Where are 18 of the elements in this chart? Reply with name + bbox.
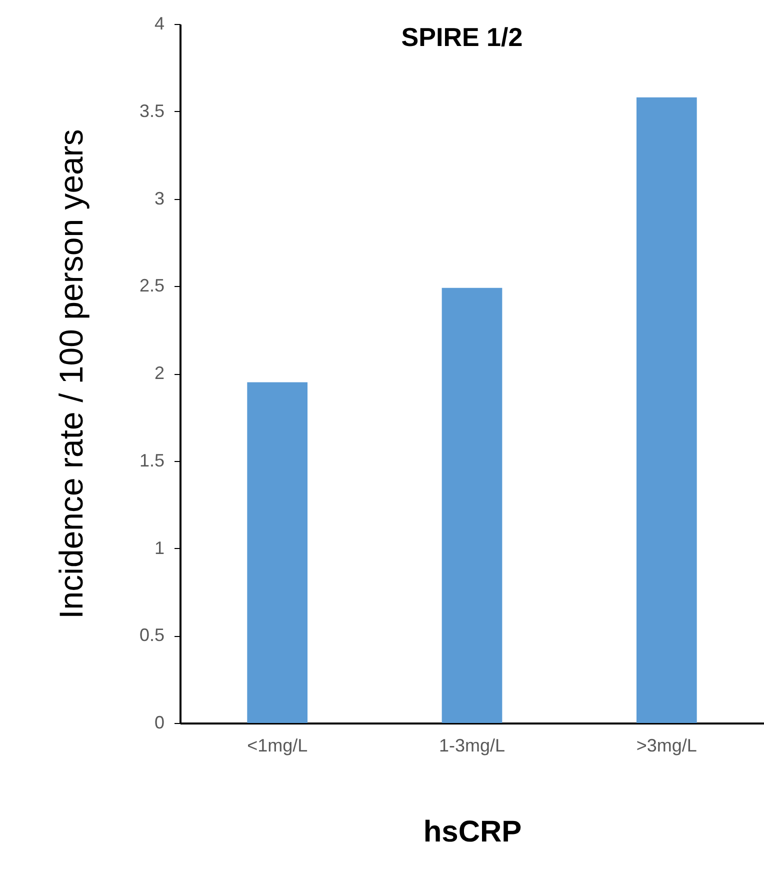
y-axis-title: Incidence rate / 100 person years: [52, 129, 90, 619]
y-tick-label: 2.5: [139, 276, 164, 296]
y-tick-label: 0.5: [139, 625, 164, 646]
chart-title: SPIRE 1/2: [401, 22, 523, 52]
y-tick-label: 3: [154, 188, 164, 208]
bar: [636, 97, 697, 723]
bar: [442, 288, 502, 723]
x-axis-title: hsCRP: [423, 816, 522, 848]
y-tick-label: 4: [154, 14, 164, 34]
x-tick-label: 1-3mg/L: [438, 736, 506, 756]
y-tick-label: 3.5: [139, 100, 164, 121]
x-tick-label: >3mg/L: [636, 736, 697, 756]
x-tick-label: <1mg/L: [247, 736, 308, 756]
y-tick-label: 0: [154, 712, 164, 732]
y-tick-label: 1: [154, 538, 164, 558]
y-tick-label: 1.5: [139, 450, 164, 470]
bar: [247, 382, 308, 723]
y-tick-label: 2: [154, 363, 164, 383]
